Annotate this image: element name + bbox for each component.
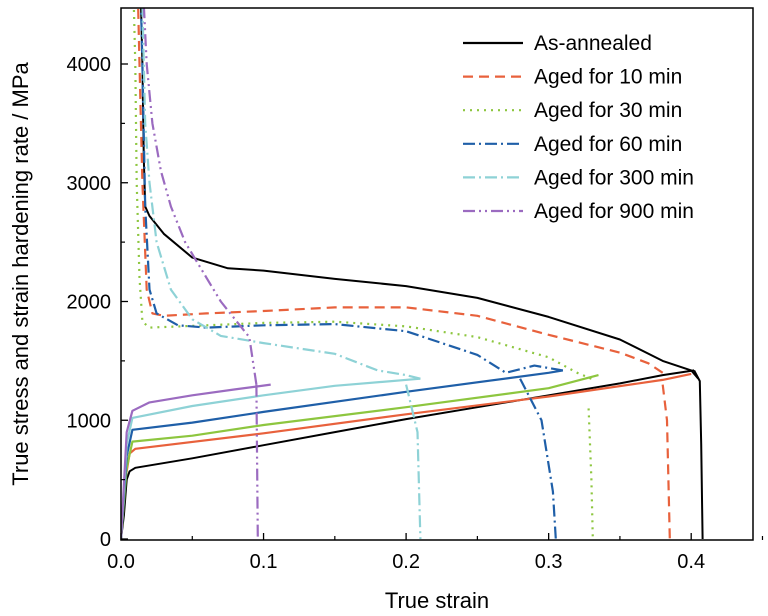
plot-frame <box>120 7 754 541</box>
legend-item: Aged for 900 min <box>463 200 694 223</box>
stress-curve <box>121 374 599 540</box>
legend-label: Aged for 900 min <box>534 200 694 223</box>
axes-layer: 0.0 0.1 0.2 0.3 0.4 0 1000 2000 3000 4000 <box>67 54 764 573</box>
hardening-curve <box>141 8 421 380</box>
x-axis-title: True strain <box>385 588 489 613</box>
series-layer <box>121 8 704 540</box>
y-tick-label: 0 <box>100 529 111 551</box>
hardening-curve <box>142 8 258 385</box>
y-tick-label: 3000 <box>67 173 112 195</box>
legend-item: As-annealed <box>463 32 652 55</box>
legend-label: Aged for 300 min <box>534 166 694 189</box>
y-axis-title: True stress and strain hardening rate / … <box>8 61 33 485</box>
x-tick-label: 0.4 <box>677 551 705 573</box>
y-tick-label: 4000 <box>67 54 112 76</box>
stress-curve <box>121 369 564 540</box>
legend-item: Aged for 60 min <box>463 133 682 156</box>
legend-label: As-annealed <box>534 32 652 55</box>
stress-curve <box>121 377 421 540</box>
hardening-drop <box>693 369 704 540</box>
x-tick-label: 0.1 <box>250 551 278 573</box>
hardening-curve <box>137 8 664 374</box>
x-tick-label: 0.3 <box>535 551 563 573</box>
x-tick-label: 0.0 <box>107 551 135 573</box>
legend: As-annealed Aged for 10 min Aged for 30 mi… <box>463 32 694 223</box>
hardening-curve <box>139 8 564 374</box>
legend-label: Aged for 60 min <box>534 133 682 156</box>
stress-curve <box>121 369 695 540</box>
hardening-drop <box>255 384 259 540</box>
hardening-drop <box>519 378 557 540</box>
series-3 <box>121 8 599 540</box>
legend-item: Aged for 10 min <box>463 66 682 89</box>
series-6 <box>121 8 271 540</box>
legend-item: Aged for 300 min <box>463 166 694 189</box>
hardening-drop <box>405 384 422 540</box>
series-4 <box>121 8 564 540</box>
hardening-drop <box>587 408 594 540</box>
x-tick-label: 0.2 <box>392 551 420 573</box>
legend-label: Aged for 30 min <box>534 99 682 122</box>
hardening-curve <box>132 8 592 380</box>
y-tick-label: 1000 <box>67 410 112 432</box>
legend-label: Aged for 10 min <box>534 66 682 89</box>
legend-item: Aged for 30 min <box>463 99 682 122</box>
stress-curve <box>121 383 271 540</box>
hardening-drop <box>661 384 671 540</box>
y-tick-label: 2000 <box>67 292 112 314</box>
hardening-curve <box>140 8 700 380</box>
